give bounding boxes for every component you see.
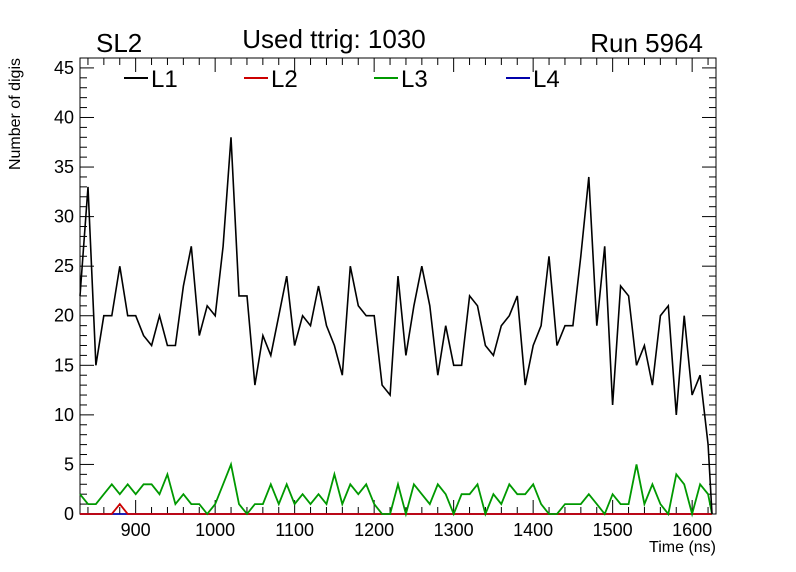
- y-tick-label: 5: [64, 454, 74, 474]
- y-tick-label: 30: [54, 207, 74, 227]
- legend-label: L3: [401, 66, 428, 93]
- x-tick-label: 900: [121, 520, 151, 540]
- series-line-l3: [79, 461, 713, 518]
- legend-label: L1: [151, 66, 178, 93]
- x-tick-label: 1600: [672, 520, 712, 540]
- legend-item-l2: L2: [244, 66, 298, 93]
- y-axis-title: Number of digis: [7, 58, 24, 170]
- legend-item-l4: L4: [506, 66, 560, 93]
- legend-label: L2: [271, 66, 298, 93]
- series-layer: [79, 137, 713, 518]
- x-tick-label: 1200: [354, 520, 394, 540]
- legend-item-l3: L3: [374, 66, 428, 93]
- x-tick-label: 1300: [434, 520, 474, 540]
- y-tick-label: 10: [54, 405, 74, 425]
- x-tick-label: 1400: [513, 520, 553, 540]
- y-tick-label: 40: [54, 107, 74, 127]
- series-line-l2: [80, 502, 712, 515]
- x-tick-label: 1100: [275, 520, 314, 540]
- y-tick-label: 20: [54, 306, 74, 326]
- y-tick-label: 25: [54, 256, 74, 276]
- chart-label-center: Used ttrig: 1030: [242, 24, 426, 54]
- x-tick-label: 1000: [195, 520, 235, 540]
- x-tick-label: 1500: [593, 520, 633, 540]
- chart-label-left: SL2: [96, 28, 142, 58]
- y-tick-label: 15: [54, 355, 74, 375]
- x-axis-title: Time (ns): [649, 539, 716, 556]
- legend-item-l1: L1: [124, 66, 178, 93]
- legend-label: L4: [533, 66, 560, 93]
- legend: L1 L2 L3 L4: [124, 66, 560, 93]
- y-tick-label: 35: [54, 157, 74, 177]
- chart-label-right: Run 5964: [590, 28, 703, 58]
- y-tick-label: 0: [64, 504, 74, 524]
- axis-ticks: 0 5 10 15 20 25 30 35 40 45 900 1000 1100 1200 1300 140…: [54, 57, 716, 540]
- series-line-l1: [79, 137, 713, 515]
- y-tick-label: 45: [54, 58, 74, 78]
